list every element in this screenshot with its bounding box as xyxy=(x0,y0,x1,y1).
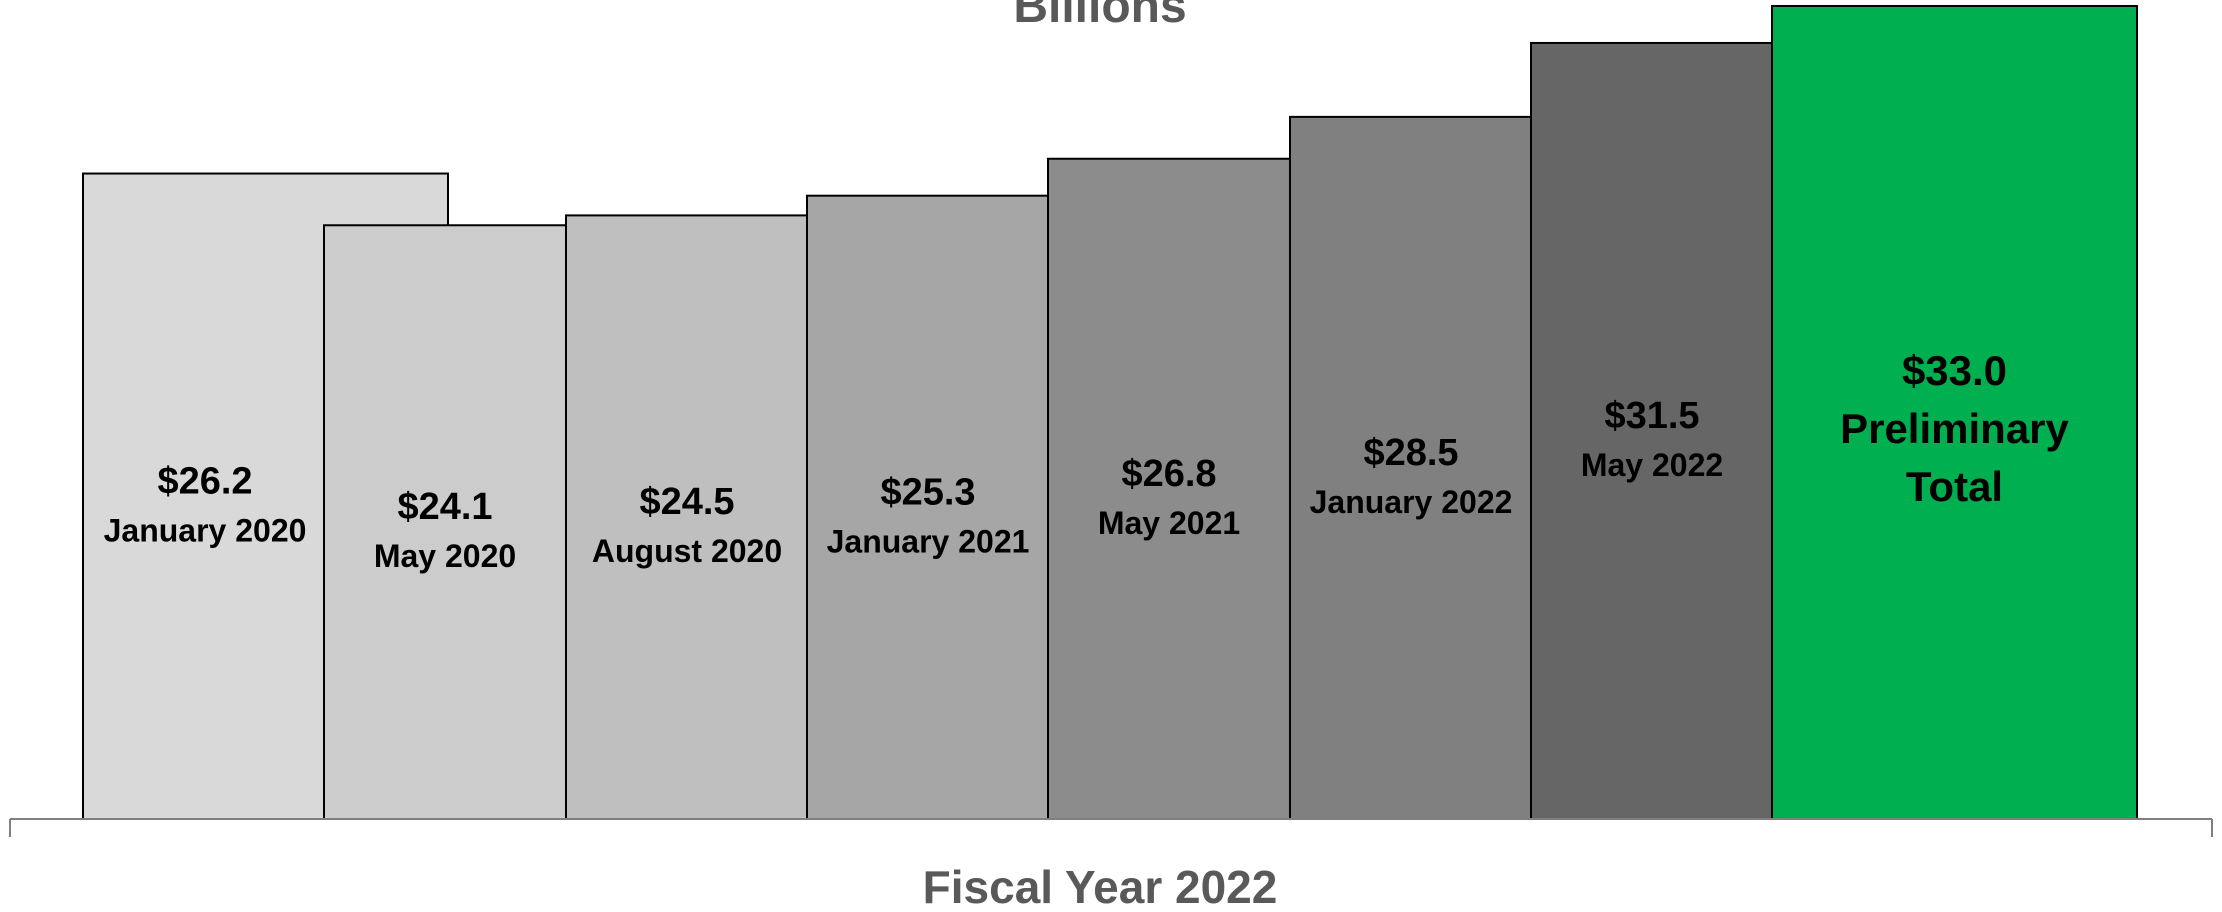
bar-value-label-4: $25.3 xyxy=(880,471,975,513)
x-axis-label: Fiscal Year 2022 xyxy=(923,861,1278,907)
bar-5 xyxy=(1047,157,1291,820)
bar-6 xyxy=(1289,115,1533,820)
bar-3 xyxy=(565,214,809,820)
bars-layer: $26.2 January 2020 $24.1 May 2020 $24.5 Augus… xyxy=(82,5,2138,821)
bar-value-label-2: $24.1 xyxy=(397,486,492,528)
bar-category-label-4: January 2021 xyxy=(827,523,1030,559)
bar-value-label-3: $24.5 xyxy=(639,481,734,523)
bar-2 xyxy=(323,224,567,821)
chart-title: Billions xyxy=(1013,0,1186,33)
bar-value-label-6: $28.5 xyxy=(1363,432,1458,474)
bar-category-label-2: May 2020 xyxy=(374,538,516,574)
bar-7 xyxy=(1530,41,1774,821)
bar-value-label-5: $26.8 xyxy=(1121,453,1216,495)
bar-category-label-8-line-2: Total xyxy=(1906,463,2003,510)
bar-category-label-1: January 2020 xyxy=(104,512,307,548)
bar-category-label-7: May 2022 xyxy=(1581,447,1723,483)
bar-category-label-3: August 2020 xyxy=(592,533,782,569)
bar-value-label-7: $31.5 xyxy=(1604,395,1699,437)
bar-category-label-5: May 2021 xyxy=(1098,505,1240,541)
bar-value-label-8: $33.0 xyxy=(1902,347,2007,394)
bar-category-label-8-line-1: Preliminary xyxy=(1840,405,2069,452)
bar-8 xyxy=(1771,5,2138,820)
bar-category-label-6: January 2022 xyxy=(1310,484,1513,520)
bar-4 xyxy=(806,194,1050,820)
bar-value-label-1: $26.2 xyxy=(157,460,252,502)
